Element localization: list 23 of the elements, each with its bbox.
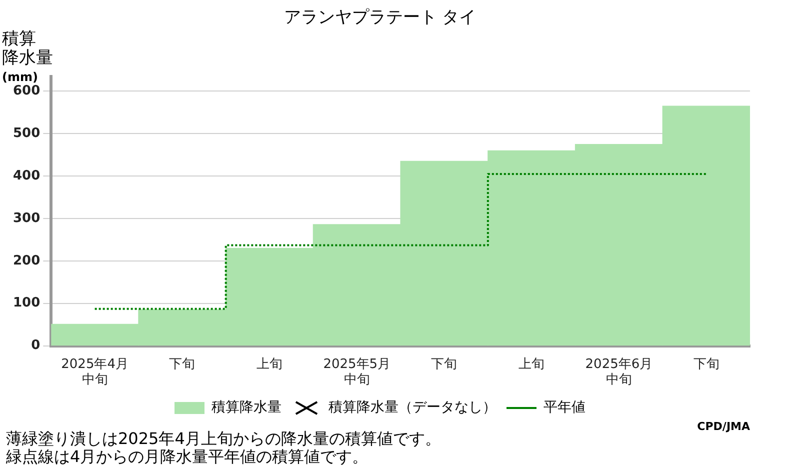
x-tick-label: 下旬	[169, 356, 196, 372]
y-tick-label: 200	[12, 253, 40, 268]
x-tick-label: 上旬	[518, 356, 545, 372]
legend-label: 積算降水量	[212, 400, 282, 416]
legend-label: 積算降水量（データなし）	[328, 400, 496, 416]
chart-title: アランヤプラテート タイ	[284, 8, 476, 28]
x-tick-label: 下旬	[431, 356, 458, 372]
text: 薄緑塗り潰しは2025年4月上旬からの降水量の積算値です。	[6, 429, 441, 448]
y-axis-title: 積算降水量(mm)	[2, 29, 53, 84]
text: 緑点線は4月からの月降水量平年値の積算値です。	[6, 447, 370, 466]
x-tick-label: 下旬	[693, 356, 720, 372]
text: CPD/JMA	[697, 420, 750, 433]
legend-label: 平年値	[544, 400, 586, 416]
x-tick-label: 2025年4月中旬	[61, 356, 128, 388]
y-tick-label: 300	[12, 210, 40, 226]
x-tick-label: 2025年6月中旬	[585, 356, 653, 388]
y-tick-label: 500	[12, 126, 40, 142]
y-tick-label: 0	[31, 338, 40, 354]
y-tick-label: 100	[12, 296, 40, 311]
y-tick-label: 400	[12, 168, 40, 184]
x-tick-label: 上旬	[256, 356, 283, 372]
y-tick-label: 600	[12, 84, 40, 99]
x-tick-label: 2025年5月中旬	[323, 356, 391, 388]
